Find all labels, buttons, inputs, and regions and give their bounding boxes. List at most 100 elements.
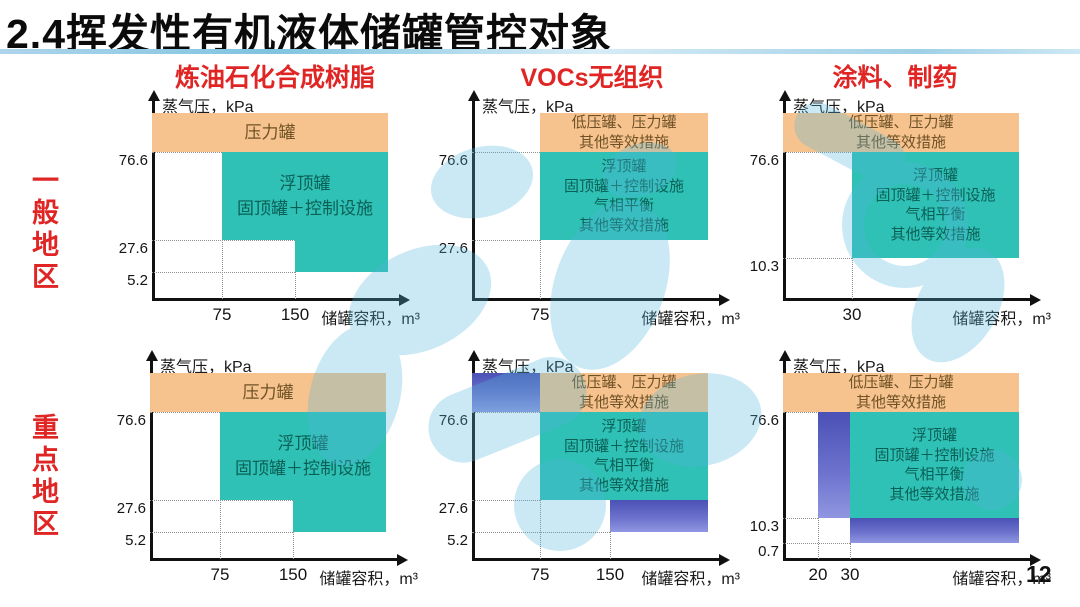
region-teal [293, 500, 386, 532]
y-axis-label: 蒸气压，kPa [793, 99, 885, 116]
y-tick-label: 27.6 [118, 240, 148, 257]
region-orange: 低压罐、压力罐 其他等效措施 [540, 113, 708, 152]
x-axis-arrow-icon [719, 293, 730, 306]
gridline-dashed [783, 543, 850, 544]
gridline-dashed [783, 258, 852, 259]
region-label: 低压罐、压力罐 其他等效措施 [848, 374, 954, 411]
page-number: 12 [1026, 561, 1052, 587]
region-orange: 低压罐、压力罐 其他等效措施 [783, 113, 1019, 152]
x-axis-arrow-icon [397, 553, 408, 566]
x-axis-arrow-icon [1030, 293, 1041, 306]
x-axis [783, 558, 1032, 561]
gridline-dashed [150, 500, 293, 501]
y-axis [472, 99, 475, 300]
y-axis-arrow-icon [467, 350, 480, 361]
y-axis [472, 359, 475, 560]
y-axis-label: 蒸气压，kPa [793, 359, 885, 376]
chart-key-coating-pharma: 蒸气压，kPa 储罐容积，m³ 低压罐、压力罐 其他等效措施浮顶罐 固顶罐＋控制设施 气相… [739, 350, 1055, 598]
region-label: 低压罐、压力罐 其他等效措施 [571, 374, 677, 411]
y-tick-label: 27.6 [438, 240, 468, 257]
x-axis [472, 298, 721, 301]
y-axis-arrow-icon [467, 90, 480, 101]
y-tick-label: 5.2 [127, 272, 148, 289]
row-label-key-area: 重点地区 [28, 413, 58, 541]
region-label: 浮顶罐 固顶罐＋控制设施 [235, 434, 371, 478]
x-tick-label: 30 [842, 305, 862, 324]
y-axis-label: 蒸气压，kPa [482, 359, 574, 376]
y-axis-arrow-icon [145, 350, 158, 361]
gridline-dashed [152, 272, 295, 273]
chart-general-refining: 蒸气压，kPa 储罐容积，m³ 压力罐浮顶罐 固顶罐＋控制设施 76.6 27.6 5.2 7… [108, 90, 424, 338]
region-label: 压力罐 [244, 123, 296, 142]
x-axis-label: 储罐容积，m³ [641, 311, 740, 328]
chart-key-vocs-fugitive: 蒸气压，kPa 储罐容积，m³ 低压罐、压力罐 其他等效措施 浮顶罐 固顶罐＋控制设施 气相… [428, 350, 744, 598]
gridline-dashed [472, 532, 610, 533]
column-header-refining: 炼油石化合成树脂 [174, 64, 375, 92]
region-teal: 浮顶罐 固顶罐＋控制设施 [220, 412, 386, 500]
region-teal: 浮顶罐 固顶罐＋控制设施 气相平衡 其他等效措施 [850, 412, 1019, 518]
chart-general-coating-pharma: 蒸气压，kPa 储罐容积，m³ 低压罐、压力罐 其他等效措施浮顶罐 固顶罐＋控制设施 气相… [739, 90, 1055, 338]
chart-key-refining: 蒸气压，kPa 储罐容积，m³ 压力罐浮顶罐 固顶罐＋控制设施 76.6 27.6 5.2 7… [106, 350, 422, 598]
region-teal: 浮顶罐 固顶罐＋控制设施 气相平衡 其他等效措施 [540, 412, 708, 500]
gridline-dashed [150, 532, 293, 533]
x-axis [150, 558, 399, 561]
y-tick-label: 27.6 [438, 500, 468, 517]
column-header-vocs-fugitive: VOCs无组织 [520, 64, 664, 92]
region-label: 低压罐、压力罐 其他等效措施 [571, 114, 677, 151]
x-tick-label: 30 [840, 565, 860, 584]
region-orange: 压力罐 [152, 113, 388, 152]
y-axis [783, 359, 786, 560]
x-tick-label: 150 [595, 565, 625, 584]
region-label: 压力罐 [242, 383, 294, 402]
y-tick-label: 10.3 [749, 258, 779, 275]
gridline-dashed [850, 543, 851, 559]
region-label: 浮顶罐 固顶罐＋控制设施 气相平衡 其他等效措施 [874, 427, 995, 503]
x-axis [472, 558, 721, 561]
x-tick-label: 75 [210, 565, 230, 584]
y-tick-label: 76.6 [438, 412, 468, 429]
region-teal: 浮顶罐 固顶罐＋控制设施 [222, 152, 388, 240]
y-tick-label: 5.2 [447, 532, 468, 549]
gridline-dashed [783, 518, 818, 519]
x-tick-label: 20 [808, 565, 828, 584]
y-tick-label: 76.6 [116, 412, 146, 429]
x-axis-label: 储罐容积，m³ [952, 311, 1051, 328]
x-tick-label: 75 [212, 305, 232, 324]
region-label: 浮顶罐 固顶罐＋控制设施 气相平衡 其他等效措施 [563, 158, 684, 234]
region-purple [610, 500, 708, 532]
y-axis [783, 99, 786, 300]
x-axis-label: 储罐容积，m³ [641, 571, 740, 588]
y-axis-arrow-icon [778, 350, 791, 361]
y-tick-label: 10.3 [749, 518, 779, 535]
gridline-dashed [472, 500, 540, 501]
y-tick-label: 0.7 [758, 543, 779, 560]
region-label: 浮顶罐 固顶罐＋控制设施 气相平衡 其他等效措施 [875, 167, 996, 243]
gridline-dashed [152, 240, 295, 241]
region-purple [850, 518, 1019, 543]
column-header-coating-pharma: 涂料、制药 [832, 64, 958, 92]
x-axis-arrow-icon [399, 293, 410, 306]
y-tick-label: 27.6 [116, 500, 146, 517]
x-axis-label: 储罐容积，m³ [952, 571, 1051, 588]
x-tick-label: 150 [278, 565, 308, 584]
region-orange: 低压罐、压力罐 其他等效措施 [783, 373, 1019, 412]
gridline-dashed [472, 240, 540, 241]
x-axis-label: 储罐容积，m³ [321, 311, 420, 328]
y-axis-label: 蒸气压，kPa [160, 359, 252, 376]
x-axis [152, 298, 401, 301]
x-axis-label: 储罐容积，m³ [319, 571, 418, 588]
y-tick-label: 5.2 [125, 532, 146, 549]
y-axis-arrow-icon [147, 90, 160, 101]
gridline-dashed [852, 258, 853, 299]
x-tick-label: 150 [280, 305, 310, 324]
region-label: 浮顶罐 固顶罐＋控制设施 [237, 174, 373, 218]
y-tick-label: 76.6 [118, 152, 148, 169]
region-purple [818, 412, 850, 518]
x-tick-label: 75 [530, 565, 550, 584]
y-axis [150, 359, 153, 560]
y-axis-label: 蒸气压，kPa [482, 99, 574, 116]
y-tick-label: 76.6 [749, 412, 779, 429]
y-axis-arrow-icon [778, 90, 791, 101]
y-axis-label: 蒸气压，kPa [162, 99, 254, 116]
